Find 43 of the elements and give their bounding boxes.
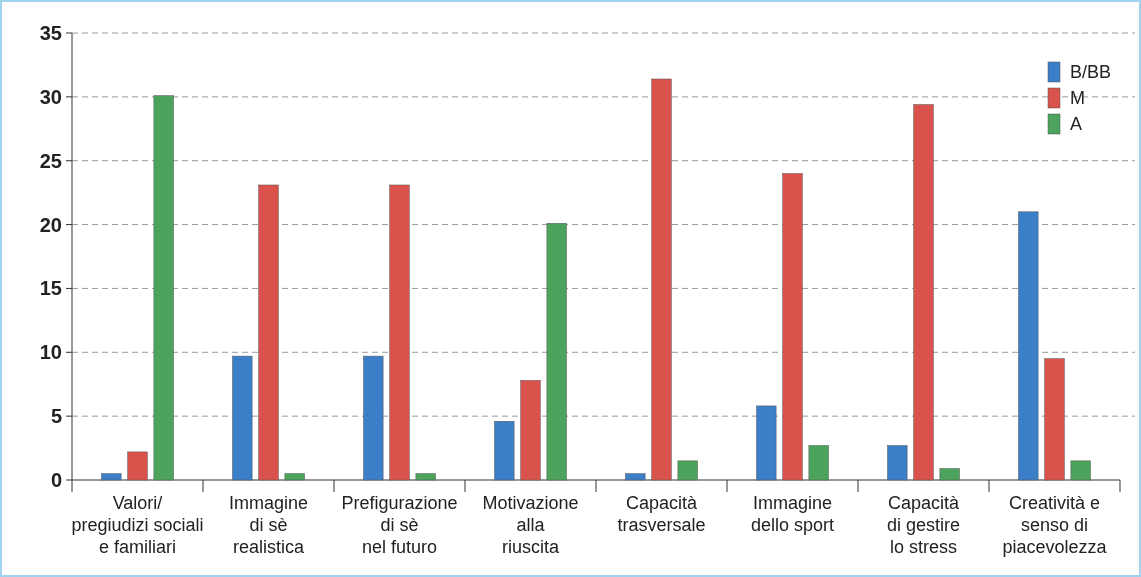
x-tick-label: Capacità di gestire lo stress — [886, 493, 961, 557]
y-tick-label: 20 — [39, 213, 62, 236]
bar — [415, 473, 436, 481]
x-tick-label: Capacità trasversale — [617, 493, 706, 535]
legend-label: A — [1070, 114, 1083, 135]
x-tick-label: Immagine dello sport — [750, 493, 835, 535]
bar — [625, 473, 646, 481]
legend-label: M — [1070, 88, 1085, 109]
x-tick-label: Creatività e senso di piacevolezza — [1002, 493, 1108, 557]
bar — [284, 473, 305, 481]
bar — [677, 460, 698, 481]
x-tick-label: Prefigurazione di sè nel futuro — [341, 493, 458, 557]
bar — [232, 355, 253, 481]
bar — [153, 95, 174, 481]
bar — [808, 445, 829, 481]
bar — [1070, 460, 1091, 481]
x-tick-label: Motivazione alla riuscita — [482, 493, 579, 557]
bar — [546, 223, 567, 481]
y-tick-label: 0 — [50, 469, 62, 491]
bar — [520, 380, 541, 481]
bar — [651, 78, 672, 481]
x-tick-label: Immagine di sè realistica — [228, 493, 309, 557]
bar — [101, 473, 122, 481]
bar — [756, 405, 777, 481]
bar — [1044, 358, 1065, 481]
bar — [913, 104, 934, 481]
y-tick-label: 35 — [39, 22, 62, 44]
bar — [494, 421, 515, 481]
bar — [887, 445, 908, 481]
bar — [258, 184, 279, 481]
y-tick-label: 5 — [50, 405, 62, 428]
bar — [782, 173, 803, 481]
bar — [363, 355, 384, 481]
bar — [389, 184, 410, 481]
bar — [1018, 211, 1039, 481]
legend-label: B/BB — [1070, 62, 1112, 83]
y-tick-label: 15 — [39, 277, 62, 300]
bar — [127, 451, 148, 481]
bar — [939, 468, 960, 481]
y-tick-label: 25 — [39, 149, 62, 172]
y-tick-label: 10 — [39, 341, 62, 364]
y-tick-label: 30 — [39, 85, 62, 108]
x-tick-label: Valori/ pregiudizi sociali e familiari — [71, 493, 204, 557]
